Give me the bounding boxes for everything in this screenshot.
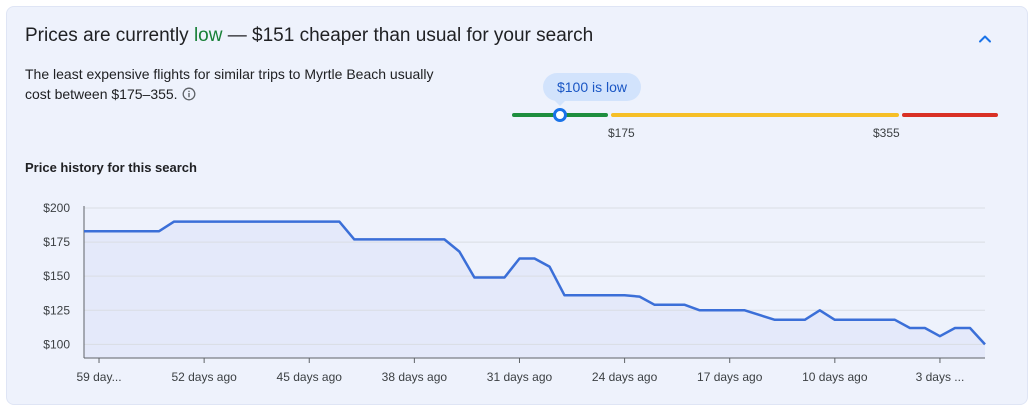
price-level-text: low [193, 25, 223, 46]
y-tick-label: $200 [43, 201, 70, 215]
x-tick-label: 52 days ago [171, 370, 237, 384]
y-tick-label: $125 [43, 303, 70, 317]
x-tick-label: 59 day... [76, 370, 121, 384]
x-tick-label: 10 days ago [802, 370, 868, 384]
info-icon[interactable] [182, 86, 196, 106]
low-threshold-label: $175 [608, 126, 635, 140]
typical-price-range-bar [611, 113, 899, 117]
price-insight-headline: Prices are currently low — $151 cheaper … [25, 25, 593, 47]
y-tick-label: $150 [43, 269, 70, 283]
price-history-line [84, 220, 986, 346]
price-history-title: Price history for this search [25, 160, 197, 175]
high-price-range-bar [902, 113, 998, 117]
price-range-description: The least expensive flights for similar … [25, 64, 445, 106]
headline-suffix: — $151 cheaper than usual for your searc… [222, 25, 594, 46]
x-tick-label: 31 days ago [487, 370, 553, 384]
x-tick-label: 3 days ... [916, 370, 965, 384]
y-tick-label: $175 [43, 235, 70, 249]
high-threshold-label: $355 [873, 126, 900, 140]
description-text: The least expensive flights for similar … [25, 66, 434, 102]
x-tick-label: 24 days ago [592, 370, 658, 384]
x-tick-label: 38 days ago [382, 370, 448, 384]
price-history-area [84, 221, 985, 358]
current-price-pill-pointer [554, 100, 566, 106]
y-tick-label: $100 [43, 337, 70, 351]
x-tick-label: 45 days ago [277, 370, 343, 384]
headline-prefix: Prices are currently [25, 25, 194, 46]
collapse-button[interactable] [973, 27, 997, 51]
current-price-marker [553, 108, 567, 122]
current-price-pill: $100 is low [543, 73, 641, 101]
chevron-up-icon [979, 35, 991, 43]
x-tick-label: 17 days ago [697, 370, 763, 384]
